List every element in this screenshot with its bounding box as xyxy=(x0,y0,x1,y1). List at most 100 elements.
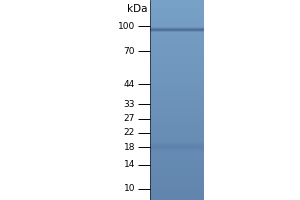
Bar xyxy=(150,106,204,107)
Bar xyxy=(150,41,204,42)
Bar xyxy=(150,194,204,195)
Bar xyxy=(150,65,204,66)
Bar xyxy=(150,105,204,106)
Bar xyxy=(150,140,204,141)
Bar xyxy=(150,108,204,109)
Bar xyxy=(150,195,204,196)
Bar xyxy=(150,161,204,162)
Bar xyxy=(150,199,204,200)
Bar xyxy=(150,26,204,27)
Bar xyxy=(150,138,204,139)
Bar xyxy=(150,136,204,137)
Bar xyxy=(150,47,204,48)
Bar xyxy=(150,173,204,174)
Bar xyxy=(150,129,204,130)
Bar xyxy=(150,150,204,151)
Bar xyxy=(150,123,204,124)
Bar xyxy=(150,38,204,39)
Bar xyxy=(150,127,204,128)
Bar xyxy=(150,2,204,3)
Bar xyxy=(150,148,204,149)
Bar xyxy=(150,56,204,57)
Bar xyxy=(150,143,204,144)
Bar xyxy=(150,44,204,45)
Bar xyxy=(150,0,204,1)
Bar xyxy=(150,124,204,125)
Bar xyxy=(150,145,204,146)
Bar xyxy=(150,179,204,180)
Bar xyxy=(150,145,204,146)
Bar xyxy=(150,86,204,87)
Bar xyxy=(150,89,204,90)
Bar xyxy=(150,68,204,69)
Bar xyxy=(150,53,204,54)
Bar xyxy=(150,111,204,112)
Bar xyxy=(150,162,204,163)
Bar xyxy=(150,133,204,134)
Bar xyxy=(150,81,204,82)
Bar xyxy=(150,175,204,176)
Text: 22: 22 xyxy=(124,128,135,137)
Bar xyxy=(150,122,204,123)
Bar xyxy=(150,176,204,177)
Bar xyxy=(150,116,204,117)
Bar xyxy=(150,9,204,10)
Bar xyxy=(150,52,204,53)
Bar xyxy=(150,168,204,169)
Bar xyxy=(150,183,204,184)
Bar xyxy=(150,169,204,170)
Bar xyxy=(150,137,204,138)
Bar xyxy=(150,76,204,77)
Bar xyxy=(150,82,204,83)
Bar xyxy=(150,149,204,150)
Bar xyxy=(150,121,204,122)
Bar xyxy=(150,25,204,26)
Bar xyxy=(150,100,204,101)
Bar xyxy=(150,154,204,155)
Bar xyxy=(150,115,204,116)
Bar xyxy=(150,60,204,61)
Bar xyxy=(150,188,204,189)
Bar xyxy=(150,13,204,14)
Bar xyxy=(150,120,204,121)
Bar xyxy=(150,58,204,59)
Text: 100: 100 xyxy=(118,22,135,31)
Bar xyxy=(150,54,204,55)
Bar xyxy=(150,36,204,37)
Bar xyxy=(150,117,204,118)
Bar xyxy=(150,85,204,86)
Text: 44: 44 xyxy=(124,80,135,89)
Bar xyxy=(150,18,204,19)
Bar xyxy=(150,88,204,89)
Bar xyxy=(150,33,204,34)
Bar xyxy=(150,143,204,144)
Text: 70: 70 xyxy=(124,47,135,56)
Bar xyxy=(150,11,204,12)
Bar xyxy=(150,34,204,35)
Bar xyxy=(150,109,204,110)
Bar xyxy=(150,167,204,168)
Bar xyxy=(150,198,204,199)
Bar xyxy=(150,84,204,85)
Bar xyxy=(150,131,204,132)
Bar xyxy=(150,72,204,73)
Bar xyxy=(150,14,204,15)
Bar xyxy=(150,104,204,105)
Bar xyxy=(150,134,204,135)
Bar xyxy=(150,170,204,171)
Bar xyxy=(150,29,204,30)
Bar xyxy=(150,16,204,17)
Bar xyxy=(150,96,204,97)
Bar xyxy=(150,6,204,7)
Bar xyxy=(150,87,204,88)
Bar xyxy=(150,107,204,108)
Bar xyxy=(150,28,204,29)
Bar xyxy=(150,97,204,98)
Bar xyxy=(150,94,204,95)
Text: 27: 27 xyxy=(124,114,135,123)
Bar xyxy=(150,157,204,158)
Bar xyxy=(150,3,204,4)
Bar xyxy=(150,147,204,148)
Bar xyxy=(150,163,204,164)
Bar xyxy=(150,64,204,65)
